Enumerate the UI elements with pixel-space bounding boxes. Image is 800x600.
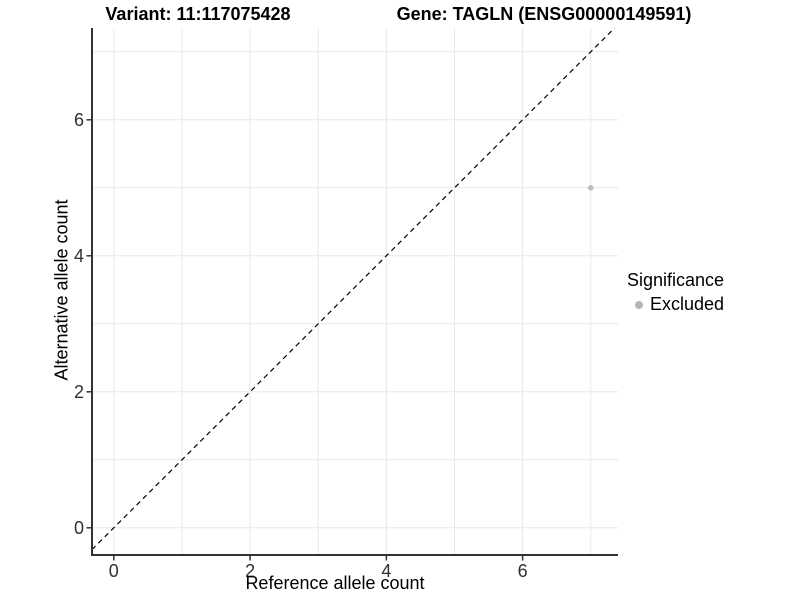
y-tick-label-0: 0 (74, 518, 84, 538)
x-tick-label-4: 4 (381, 561, 391, 581)
legend-title: Significance (627, 270, 725, 290)
identity-reference-line (91, 27, 616, 550)
x-tick-label-6: 6 (518, 561, 528, 581)
legend-item-label: Excluded (650, 294, 725, 314)
plot-title-variant: Variant: 11:117075428 (105, 4, 291, 24)
plot-title-gene: Gene: TAGLN (ENSG00000149591) (396, 4, 692, 24)
x-tick-label-0: 0 (109, 561, 119, 581)
y-tick-label-2: 2 (74, 382, 84, 402)
legend: Significance Excluded (627, 268, 724, 315)
legend-point-icon (635, 300, 643, 309)
x-tick-label-2: 2 (245, 561, 255, 581)
y-tick-label-4: 4 (74, 246, 84, 266)
y-tick-label-6: 6 (74, 110, 84, 130)
data-point (587, 185, 594, 191)
x-axis-title: Reference allele count (245, 573, 425, 593)
y-axis-title: Alternative allele count (51, 199, 72, 381)
legend-item-excluded: Excluded (627, 294, 724, 315)
